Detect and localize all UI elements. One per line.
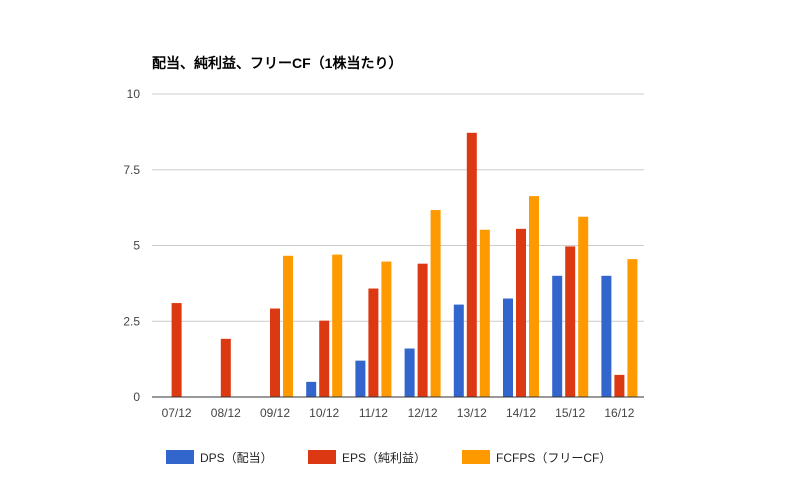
x-tick-label: 13/12	[457, 406, 487, 420]
y-tick-label: 10	[127, 87, 141, 101]
legend-swatch	[462, 450, 490, 464]
bar-eps-14-12	[516, 228, 526, 397]
x-tick-label: 15/12	[555, 406, 585, 420]
bar-dps-11-12	[355, 360, 366, 397]
legend-swatch	[308, 450, 336, 464]
bar-dps-13-12	[453, 304, 464, 397]
bar-fcfps-13-12	[479, 229, 490, 397]
bar-dps-15-12	[552, 275, 563, 397]
bar-eps-09-12	[270, 308, 280, 397]
y-tick-label: 7.5	[123, 163, 140, 177]
legend-label: DPS（配当）	[200, 451, 273, 465]
bar-eps-16-12	[614, 374, 625, 397]
y-axis-ticks: 0 2.5 5 7.5 10	[123, 87, 140, 404]
y-tick-label: 5	[133, 239, 140, 253]
bar-fcfps-15-12	[578, 216, 589, 397]
bar-eps-11-12	[368, 288, 379, 397]
bar-fcfps-11-12	[381, 261, 392, 397]
x-tick-label: 09/12	[260, 406, 290, 420]
y-tick-label: 0	[133, 390, 140, 404]
bar-dps-16-12	[601, 275, 612, 397]
x-tick-label: 16/12	[604, 406, 634, 420]
legend-label: FCFPS（フリーCF）	[496, 451, 611, 465]
bars	[171, 132, 638, 397]
bar-eps-13-12	[466, 132, 477, 397]
x-tick-label: 08/12	[211, 406, 241, 420]
x-tick-label: 14/12	[506, 406, 536, 420]
x-tick-label: 12/12	[408, 406, 438, 420]
bar-fcfps-10-12	[332, 254, 343, 397]
bar-fcfps-14-12	[529, 196, 539, 397]
legend-label: EPS（純利益）	[342, 451, 426, 465]
bar-eps-10-12	[319, 320, 330, 397]
x-tick-label: 07/12	[162, 406, 192, 420]
chart-title: 配当、純利益、フリーCF（1株当たり）	[152, 55, 402, 71]
bar-eps-15-12	[565, 246, 576, 397]
legend: DPS（配当） EPS（純利益） FCFPS（フリーCF）	[166, 450, 611, 465]
legend-swatch	[166, 450, 194, 464]
x-axis-ticks: 07/12 08/12 09/12 10/12 11/12 12/12 13/12 14/12…	[162, 406, 635, 420]
bar-eps-07-12	[171, 303, 182, 397]
bar-fcfps-12-12	[430, 210, 441, 397]
bar-eps-12-12	[417, 263, 428, 397]
x-tick-label: 11/12	[359, 406, 388, 420]
bar-dps-12-12	[404, 348, 415, 397]
x-tick-label: 10/12	[309, 406, 339, 420]
bar-dps-14-12	[503, 298, 513, 397]
bar-eps-08-12	[220, 338, 231, 397]
bar-fcfps-09-12	[283, 255, 293, 397]
y-tick-label: 2.5	[123, 314, 140, 328]
bar-dps-10-12	[306, 381, 317, 397]
bar-fcfps-16-12	[627, 259, 638, 397]
